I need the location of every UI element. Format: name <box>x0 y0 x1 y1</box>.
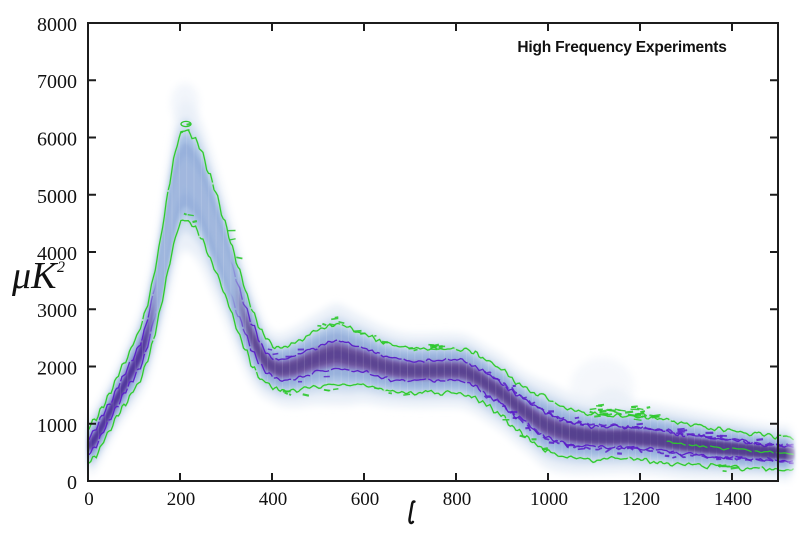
svg-text:4000: 4000 <box>37 243 77 265</box>
svg-text:400: 400 <box>259 489 288 510</box>
svg-text:0: 0 <box>84 489 94 510</box>
svg-text:600: 600 <box>351 489 380 510</box>
svg-text:8000: 8000 <box>37 14 77 36</box>
svg-text:1400: 1400 <box>714 489 752 510</box>
svg-text:2: 2 <box>57 259 65 276</box>
svg-text:1000: 1000 <box>530 489 568 510</box>
svg-text:0: 0 <box>67 472 77 494</box>
svg-text:200: 200 <box>167 489 196 510</box>
svg-text:5000: 5000 <box>37 186 77 208</box>
svg-text:1200: 1200 <box>622 489 660 510</box>
svg-text:2000: 2000 <box>37 358 77 380</box>
svg-text:1000: 1000 <box>37 415 77 437</box>
svg-text:7000: 7000 <box>37 71 77 93</box>
svg-text:μK: μK <box>11 255 58 297</box>
svg-text:800: 800 <box>443 489 472 510</box>
svg-text:3000: 3000 <box>37 300 77 322</box>
svg-text:High Frequency Experiments: High Frequency Experiments <box>517 39 726 56</box>
svg-text:6000: 6000 <box>37 129 77 151</box>
